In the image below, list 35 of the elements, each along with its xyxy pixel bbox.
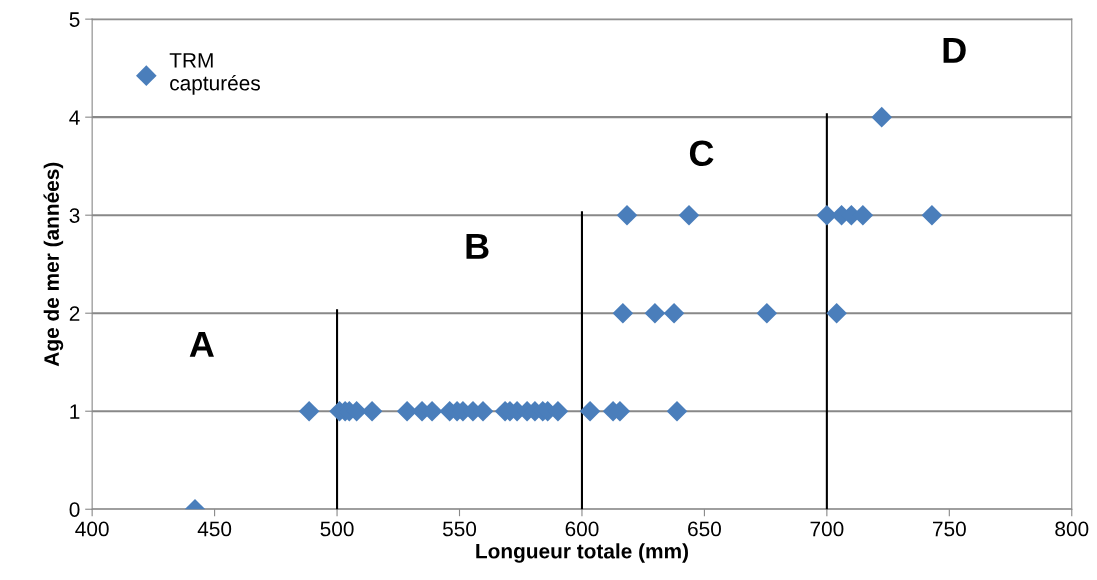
point	[678, 204, 700, 226]
point	[756, 302, 778, 324]
point	[663, 302, 685, 324]
point	[666, 400, 688, 422]
legend-label: TRM capturées	[169, 53, 260, 95]
annotation: C	[689, 140, 714, 167]
x-tick-label: 450	[197, 521, 232, 537]
annotation: B	[466, 233, 489, 259]
point	[361, 400, 383, 422]
x-tick-label: 700	[810, 521, 844, 537]
x-tick-label: 800	[1055, 521, 1089, 537]
x-tick-label: 750	[933, 521, 966, 537]
annotation: D	[943, 37, 966, 63]
x-tick-label: 650	[688, 521, 721, 537]
x-axis-title: Longueur totale (mm)	[476, 543, 688, 563]
point	[826, 302, 847, 324]
point	[579, 400, 601, 422]
y-tick-label: 1	[70, 404, 80, 419]
x-tick-label: 600	[565, 521, 599, 537]
point	[921, 204, 943, 226]
point	[616, 204, 638, 226]
x-tick-label: 400	[75, 521, 109, 537]
y-tick-label: 2	[69, 306, 80, 321]
y-axis-title: Age de mer (années)	[43, 162, 64, 367]
y-tick-label: 0	[69, 502, 80, 517]
annotation: A	[189, 332, 214, 357]
point	[612, 302, 634, 324]
point	[871, 106, 893, 128]
y-tick-label: 3	[69, 208, 80, 223]
y-tick-label: 5	[69, 12, 80, 27]
point	[644, 302, 666, 324]
x-tick-label: 500	[320, 521, 354, 537]
y-tick-label: 4	[69, 110, 80, 125]
point	[298, 400, 320, 422]
x-tick-label: 550	[442, 521, 477, 537]
